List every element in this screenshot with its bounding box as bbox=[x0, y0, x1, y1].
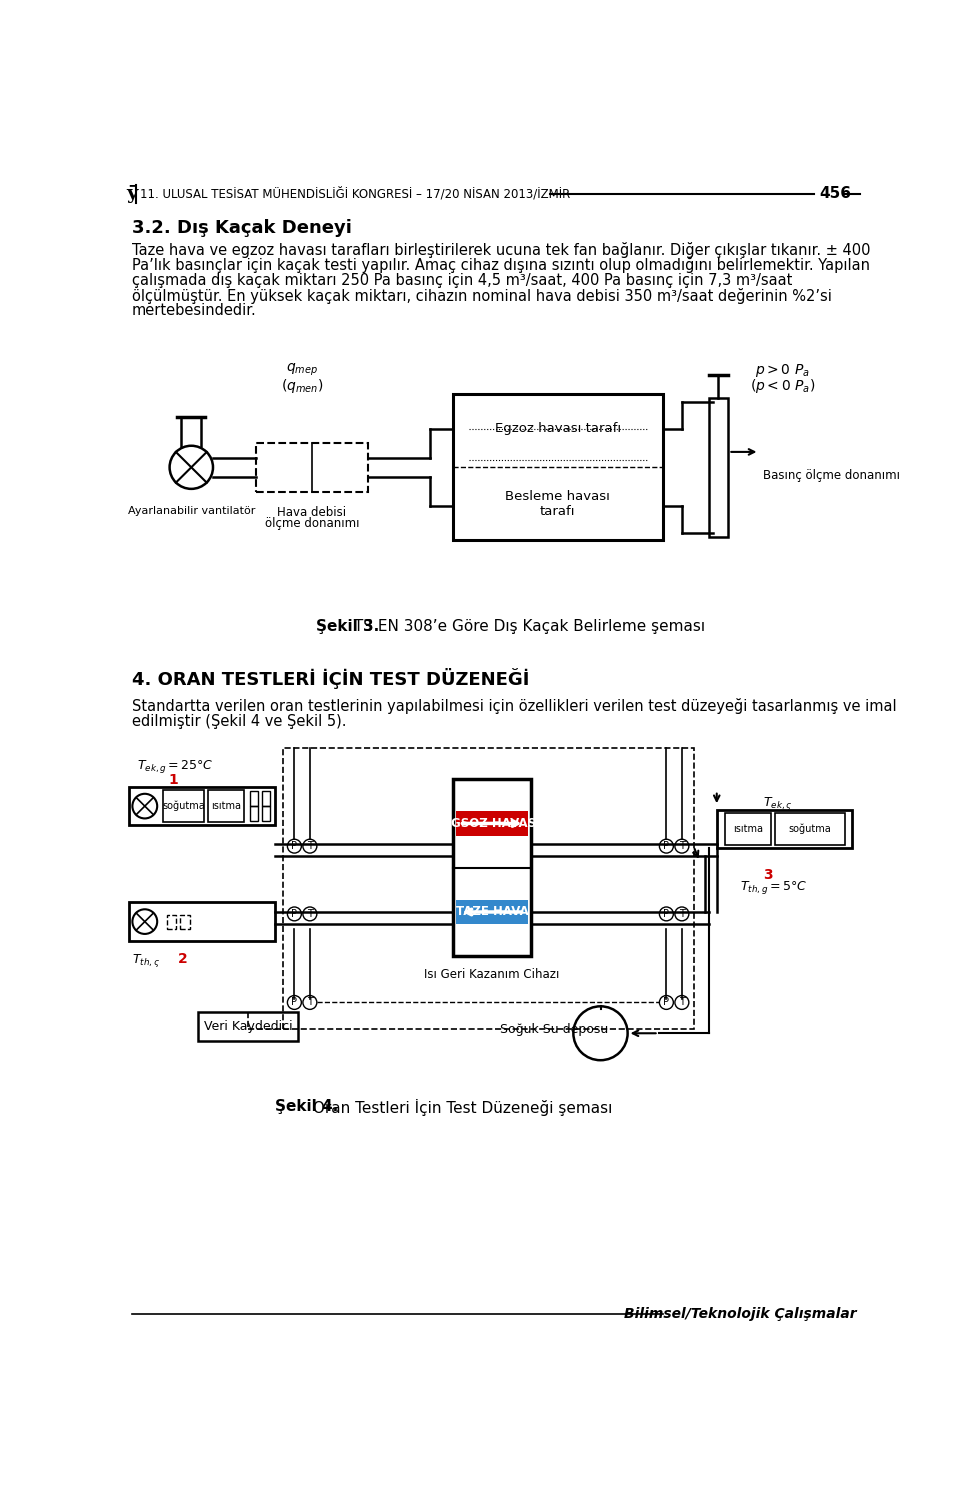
Text: 456: 456 bbox=[819, 186, 852, 201]
Text: soğutma: soğutma bbox=[788, 824, 831, 835]
Bar bbox=[456, 900, 528, 924]
Text: edilmiştir (Şekil 4 ve Şekil 5).: edilmiştir (Şekil 4 ve Şekil 5). bbox=[132, 714, 347, 729]
Text: T: T bbox=[679, 997, 684, 1007]
Bar bbox=[456, 811, 528, 836]
Text: TAZE HAVA: TAZE HAVA bbox=[456, 906, 528, 918]
Text: ısıtma: ısıtma bbox=[732, 824, 763, 835]
Text: $(q_{men})$: $(q_{men})$ bbox=[281, 378, 324, 396]
Text: T: T bbox=[307, 841, 313, 851]
Text: 4. ORAN TESTLERİ İÇİN TEST DÜZENEĞİ: 4. ORAN TESTLERİ İÇİN TEST DÜZENEĞİ bbox=[132, 668, 529, 689]
Text: Pa’lık basınçlar için kaçak testi yapılır. Amaç cihaz dışına sızıntı olup olmadı: Pa’lık basınçlar için kaçak testi yapılı… bbox=[132, 257, 870, 274]
Bar bbox=[198, 1012, 299, 1042]
Bar bbox=[453, 394, 662, 540]
Text: EGSOZ HAVASI: EGSOZ HAVASI bbox=[444, 817, 540, 830]
Text: 2: 2 bbox=[179, 952, 188, 966]
Text: P: P bbox=[663, 997, 669, 1007]
Circle shape bbox=[675, 908, 689, 921]
Text: T: T bbox=[679, 909, 684, 920]
Text: soğutma: soğutma bbox=[162, 801, 204, 811]
Text: ölçülmüştür. En yüksek kaçak miktarı, cihazın nominal hava debisi 350 m³/saat de: ölçülmüştür. En yüksek kaçak miktarı, ci… bbox=[132, 287, 831, 304]
Text: Bilimsel/Teknolojik Çalışmalar: Bilimsel/Teknolojik Çalışmalar bbox=[624, 1308, 856, 1321]
Circle shape bbox=[660, 908, 673, 921]
Text: $T_{th,\varsigma}$: $T_{th,\varsigma}$ bbox=[132, 952, 159, 969]
Bar bbox=[251, 806, 258, 821]
Text: $p > 0\ P_a$: $p > 0\ P_a$ bbox=[756, 362, 810, 379]
Text: Soğuk Su deposu: Soğuk Su deposu bbox=[500, 1022, 608, 1036]
Text: P: P bbox=[663, 909, 669, 920]
Bar bbox=[283, 748, 693, 1030]
Text: 3: 3 bbox=[763, 868, 773, 882]
Circle shape bbox=[675, 995, 689, 1009]
Text: Hava debisi: Hava debisi bbox=[277, 506, 347, 519]
Text: Şekil 4.: Şekil 4. bbox=[275, 1098, 338, 1113]
Text: Standartta verilen oran testlerinin yapılabilmesi için özellikleri verilen test : Standartta verilen oran testlerinin yapı… bbox=[132, 698, 897, 714]
Bar bbox=[775, 812, 845, 845]
Text: TS EN 308’e Göre Dış Kaçak Belirleme şeması: TS EN 308’e Göre Dış Kaçak Belirleme şem… bbox=[348, 619, 705, 634]
Circle shape bbox=[287, 995, 301, 1009]
Text: $T_{ek,\varsigma}$: $T_{ek,\varsigma}$ bbox=[763, 795, 793, 811]
Bar bbox=[453, 780, 531, 957]
Bar bbox=[208, 790, 244, 823]
Text: çalışmada dış kaçak miktarı 250 Pa basınç için 4,5 m³/saat, 400 Pa basınç için 7: çalışmada dış kaçak miktarı 250 Pa basın… bbox=[132, 272, 792, 287]
Text: P: P bbox=[663, 841, 669, 851]
Text: ölçme donanımı: ölçme donanımı bbox=[265, 518, 359, 530]
Text: T: T bbox=[307, 909, 313, 920]
Bar bbox=[709, 397, 729, 537]
Text: Taze hava ve egzoz havası tarafları birleştirilerek ucuna tek fan bağlanır. Diğe: Taze hava ve egzoz havası tarafları birl… bbox=[132, 241, 870, 257]
Text: Şekil 3.: Şekil 3. bbox=[316, 619, 379, 634]
Circle shape bbox=[660, 839, 673, 853]
Text: Oran Testleri İçin Test Düzeneği şeması: Oran Testleri İçin Test Düzeneği şeması bbox=[307, 1098, 612, 1116]
Text: 3.2. Dış Kaçak Deneyi: 3.2. Dış Kaçak Deneyi bbox=[132, 219, 351, 237]
Bar bbox=[717, 809, 852, 848]
Text: P: P bbox=[292, 841, 298, 851]
Text: $T_{ek,g}=25°C$: $T_{ek,g}=25°C$ bbox=[137, 757, 214, 775]
Text: 1: 1 bbox=[168, 772, 178, 787]
Circle shape bbox=[303, 908, 317, 921]
Text: ısıtma: ısıtma bbox=[211, 801, 241, 811]
Text: Ayarlanabilir vantilatör: Ayarlanabilir vantilatör bbox=[128, 506, 255, 516]
Text: Besleme havası
tarafı: Besleme havası tarafı bbox=[505, 490, 611, 518]
Bar bbox=[180, 915, 190, 929]
Circle shape bbox=[675, 839, 689, 853]
Text: Basınç ölçme donanımı: Basınç ölçme donanımı bbox=[763, 469, 900, 482]
Text: 11. ULUSAL TESİSAT MÜHENDİSLİĞİ KONGRESİ – 17/20 NİSAN 2013/İZMİR: 11. ULUSAL TESİSAT MÜHENDİSLİĞİ KONGRESİ… bbox=[140, 187, 570, 201]
Bar bbox=[251, 792, 258, 806]
Text: T: T bbox=[679, 841, 684, 851]
Text: T: T bbox=[307, 997, 313, 1007]
Bar bbox=[255, 442, 368, 493]
Bar bbox=[262, 806, 270, 821]
Text: Egzoz havası tarafı: Egzoz havası tarafı bbox=[494, 423, 621, 436]
Text: Isı Geri Kazanım Cihazı: Isı Geri Kazanım Cihazı bbox=[424, 967, 560, 981]
Text: ȳ: ȳ bbox=[126, 185, 137, 202]
Circle shape bbox=[303, 995, 317, 1009]
Bar bbox=[166, 915, 176, 929]
Bar bbox=[262, 792, 270, 806]
Bar bbox=[130, 902, 275, 940]
Circle shape bbox=[660, 995, 673, 1009]
Text: P: P bbox=[292, 997, 298, 1007]
Bar bbox=[163, 790, 204, 823]
Circle shape bbox=[303, 839, 317, 853]
Circle shape bbox=[287, 908, 301, 921]
Text: $T_{th,g}=5°C$: $T_{th,g}=5°C$ bbox=[740, 879, 807, 896]
Text: $(p < 0\ P_a)$: $(p < 0\ P_a)$ bbox=[750, 378, 815, 396]
Bar bbox=[130, 787, 275, 826]
Circle shape bbox=[287, 839, 301, 853]
Text: mertebesindedir.: mertebesindedir. bbox=[132, 304, 256, 318]
Text: Veri Kaydedici: Veri Kaydedici bbox=[204, 1019, 292, 1033]
Bar bbox=[725, 812, 771, 845]
Text: $q_{mep}$: $q_{mep}$ bbox=[286, 362, 318, 378]
Text: P: P bbox=[292, 909, 298, 920]
